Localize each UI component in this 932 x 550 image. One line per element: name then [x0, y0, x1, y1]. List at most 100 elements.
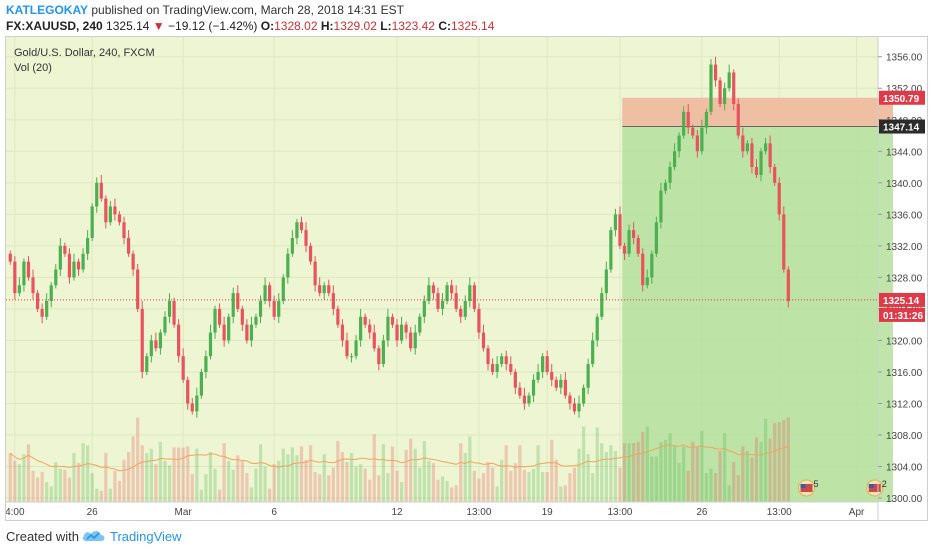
candle: [691, 127, 695, 136]
candle: [504, 356, 508, 365]
volume-bar: [522, 469, 527, 502]
volume-ma-line: [9, 444, 789, 472]
candle: [377, 348, 381, 365]
volume-bar: [695, 446, 699, 502]
volume-bar: [154, 464, 158, 502]
volume-bar: [390, 446, 395, 502]
volume-bar: [108, 488, 112, 502]
volume-bar: [518, 445, 522, 502]
candle: [17, 285, 21, 294]
candle: [254, 316, 258, 325]
change-arrow-icon: ▼: [152, 19, 165, 33]
volume-bar: [750, 457, 754, 502]
candle: [190, 403, 194, 412]
price-chart[interactable]: 5 2 Gold/U.S. Dollar, 240, FXCM Vol (20) 130…: [5, 37, 927, 520]
volume-bar: [618, 467, 622, 502]
countdown-tag: [879, 307, 925, 322]
volume-bar: [22, 454, 26, 502]
volume-bar: [354, 466, 358, 502]
candle: [117, 214, 122, 223]
price-tick-label: 1308.00: [886, 431, 923, 442]
volume-bar: [67, 477, 72, 502]
volume-bar: [591, 473, 595, 502]
price-tick-label: 1356.00: [886, 53, 923, 64]
volume-bar: [777, 422, 781, 502]
volume-bar: [527, 472, 531, 502]
profit-target-zone: [622, 126, 893, 503]
candle: [732, 72, 736, 104]
tradingview-logo-icon[interactable]: [82, 527, 106, 545]
volume-bar: [713, 473, 718, 502]
volume-bar: [645, 426, 649, 502]
volume-bar: [399, 482, 404, 502]
volume-bar: [704, 473, 709, 502]
chart-panel[interactable]: 5 2 Gold/U.S. Dollar, 240, FXCM Vol (20) 130…: [5, 36, 928, 521]
entry-price-tag: [879, 119, 925, 134]
candle: [136, 269, 140, 309]
volume-bar: [58, 468, 62, 502]
candle: [786, 269, 790, 302]
volume-bar: [477, 478, 481, 502]
time-tick-label: 4:00: [6, 507, 25, 518]
tradingview-brand[interactable]: TradingView: [110, 529, 182, 544]
candle: [659, 190, 663, 223]
volume-bar: [313, 472, 317, 502]
candle: [422, 301, 426, 317]
volume-bar: [468, 436, 472, 502]
volume-bar: [436, 479, 440, 502]
time-tick-label: 26: [696, 507, 708, 518]
volume-bar: [413, 448, 417, 502]
volume-bar: [359, 464, 363, 502]
candle: [513, 371, 517, 388]
candle: [217, 308, 222, 325]
price-tick-label: 1316.00: [886, 368, 923, 379]
price-tick-label: 1328.00: [886, 273, 923, 284]
volume-bar: [736, 475, 740, 502]
candle: [636, 237, 640, 254]
publish-line: KATLEGOKAY published on TradingView.com,…: [6, 3, 404, 17]
candle: [677, 135, 681, 152]
candle: [204, 356, 208, 372]
volume-bar: [290, 447, 294, 502]
candle: [318, 285, 322, 294]
countdown-label: 01:31:26: [883, 311, 923, 322]
candle: [345, 340, 349, 357]
candle: [181, 356, 185, 380]
candle: [395, 324, 399, 341]
candle: [322, 285, 326, 294]
candle: [509, 364, 513, 372]
time-tick-label: 6: [271, 507, 277, 518]
volume-bar: [86, 445, 90, 502]
volume-bar: [299, 446, 304, 502]
volume-bar: [531, 468, 536, 502]
volume-bar: [145, 453, 149, 502]
candle: [500, 356, 504, 365]
volume-bar: [95, 488, 99, 502]
time-tick-label: Apr: [849, 507, 865, 518]
volume-bar: [454, 485, 458, 502]
volume-bar: [372, 434, 376, 502]
candle: [654, 222, 658, 254]
candle: [668, 167, 672, 183]
candle: [381, 340, 385, 365]
candle: [572, 403, 577, 412]
volume-bar: [450, 487, 454, 502]
volume-bar: [181, 447, 185, 502]
volume-bar: [263, 466, 267, 502]
volume-bar: [418, 467, 422, 502]
candle: [600, 293, 604, 317]
candle: [368, 324, 372, 333]
volume-bar: [222, 443, 226, 502]
volume-bar: [49, 486, 53, 502]
author-link[interactable]: KATLEGOKAY: [6, 3, 89, 17]
volume-bar: [340, 452, 345, 502]
candle: [632, 230, 636, 238]
candle: [700, 127, 704, 152]
volume-bar: [72, 453, 76, 502]
price-tick-label: 1352.00: [886, 84, 923, 95]
flag-us-icon: [868, 484, 881, 492]
volume-bar: [249, 487, 254, 502]
candle: [45, 301, 49, 317]
volume-bar: [368, 479, 372, 502]
volume-bar: [304, 459, 308, 502]
